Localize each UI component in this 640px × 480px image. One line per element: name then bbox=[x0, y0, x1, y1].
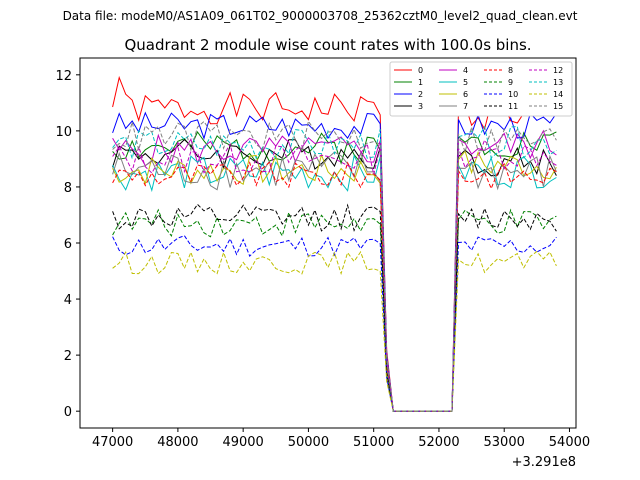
x-tick-label: 52000 bbox=[418, 435, 459, 450]
y-tick-label: 6 bbox=[64, 237, 72, 252]
legend-label: 3 bbox=[418, 102, 423, 111]
legend-label: 7 bbox=[463, 102, 468, 111]
series-line-14 bbox=[112, 250, 557, 412]
legend-label: 4 bbox=[463, 66, 468, 75]
series-line-15 bbox=[112, 120, 557, 412]
y-tick-label: 8 bbox=[64, 181, 72, 196]
series-line-4 bbox=[112, 129, 557, 412]
x-tick-label: 50000 bbox=[288, 435, 329, 450]
chart-title: Quadrant 2 module wise count rates with … bbox=[124, 36, 531, 54]
legend-box bbox=[389, 61, 573, 117]
legend-label: 9 bbox=[508, 78, 513, 87]
legend-label: 15 bbox=[553, 102, 563, 111]
legend-label: 5 bbox=[463, 78, 468, 87]
x-offset-label: +3.291e8 bbox=[512, 455, 576, 470]
x-tick-label: 48000 bbox=[157, 435, 198, 450]
legend-label: 1 bbox=[418, 78, 423, 87]
series-line-10 bbox=[112, 235, 557, 412]
legend-label: 8 bbox=[508, 66, 513, 75]
series-line-12 bbox=[112, 139, 557, 412]
series-line-5 bbox=[112, 154, 557, 412]
y-tick-label: 2 bbox=[64, 349, 72, 364]
series-line-3 bbox=[112, 138, 557, 412]
legend-label: 12 bbox=[553, 66, 563, 75]
legend-label: 6 bbox=[463, 90, 468, 99]
x-tick-label: 47000 bbox=[92, 435, 133, 450]
y-tick-label: 10 bbox=[55, 125, 72, 140]
legend-label: 14 bbox=[553, 90, 563, 99]
chart-suptitle: Data file: modeM0/AS1A09_061T02_90000037… bbox=[63, 9, 578, 23]
x-axis: 47000 48000 49000 50000 51000 52000 53000 54000 bbox=[92, 428, 590, 450]
y-axis: 0 2 4 6 8 10 12 bbox=[55, 69, 80, 420]
series-line-0 bbox=[112, 75, 557, 412]
series-line-11 bbox=[112, 203, 557, 412]
x-tick-label: 51000 bbox=[353, 435, 394, 450]
y-tick-label: 4 bbox=[64, 293, 72, 308]
legend-label: 10 bbox=[508, 90, 518, 99]
legend-label: 13 bbox=[553, 78, 563, 87]
series-line-2 bbox=[112, 111, 557, 412]
y-tick-label: 0 bbox=[64, 405, 72, 420]
y-tick-label: 12 bbox=[55, 69, 72, 84]
x-tick-label: 49000 bbox=[222, 435, 263, 450]
x-tick-label: 53000 bbox=[484, 435, 525, 450]
legend-label: 0 bbox=[418, 66, 423, 75]
series-line-8 bbox=[112, 161, 557, 412]
legend-label: 11 bbox=[508, 102, 518, 111]
series-line-13 bbox=[112, 125, 557, 412]
series-line-6 bbox=[112, 150, 557, 412]
series-line-7 bbox=[112, 151, 557, 412]
series-line-1 bbox=[112, 130, 557, 412]
legend-label: 2 bbox=[418, 90, 423, 99]
x-tick-label: 54000 bbox=[549, 435, 590, 450]
series-line-9 bbox=[112, 208, 557, 412]
